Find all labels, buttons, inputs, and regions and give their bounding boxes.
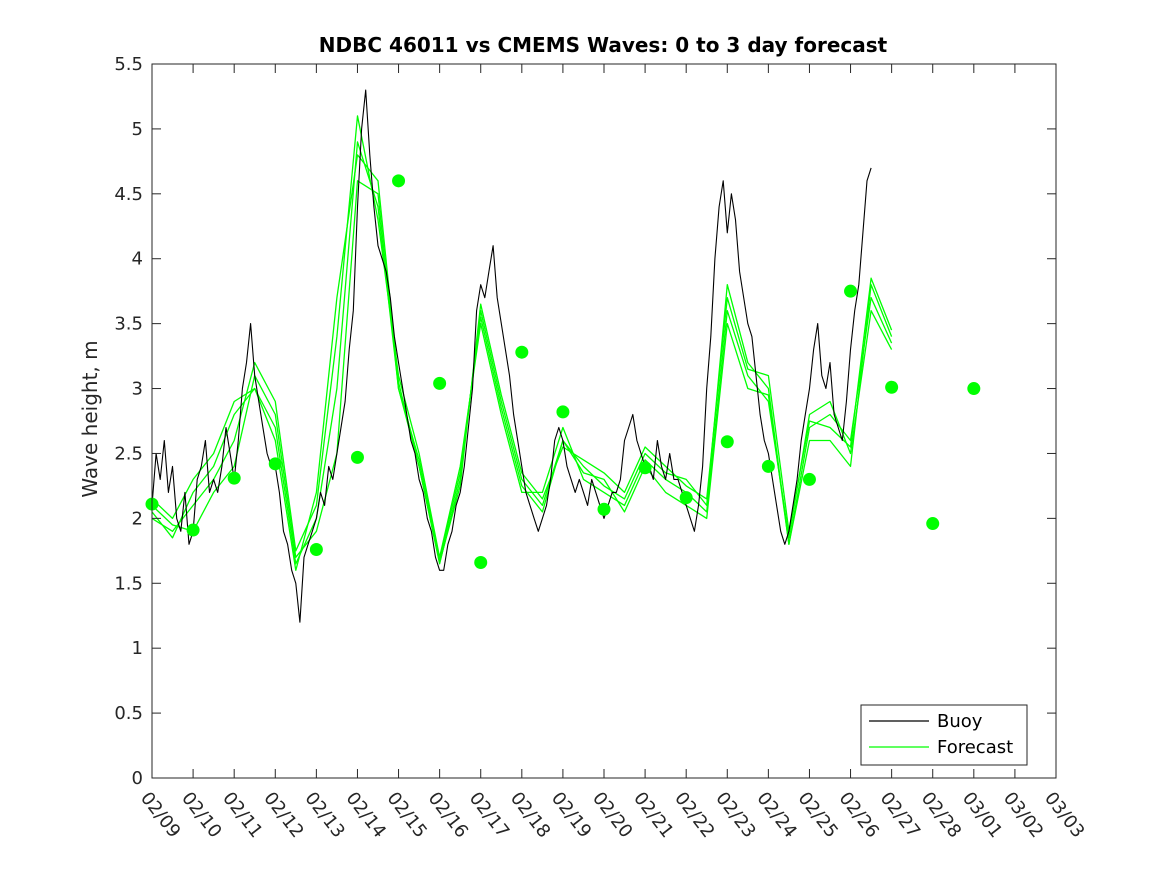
y-tick-label: 0.5: [114, 703, 143, 724]
y-tick-label: 4: [132, 249, 143, 270]
legend-forecast-label: Forecast: [937, 737, 1013, 758]
x-tick-label: 02/26: [835, 788, 883, 842]
forecast-point: [720, 435, 734, 449]
forecast-point: [433, 376, 447, 390]
forecast-run-line-1: [151, 180, 893, 565]
x-tick-label: 02/24: [752, 788, 800, 842]
y-tick-label: 5.5: [114, 54, 143, 75]
x-tick-label: 02/10: [177, 788, 225, 842]
y-tick-label: 4.5: [114, 184, 143, 205]
y-axis: 0 0.5 1 1.5 2 2.5 3 3.5 4 4.5 5 5.5: [114, 54, 1056, 789]
y-tick-label: 1.5: [114, 573, 143, 594]
x-tick-label: 02/25: [794, 788, 842, 842]
forecast-point: [597, 502, 611, 516]
x-tick-label: 02/11: [218, 788, 266, 842]
y-tick-label: 3.5: [114, 314, 143, 335]
forecast-point: [186, 523, 200, 537]
x-tick-label: 02/19: [547, 788, 595, 842]
y-tick-label: 5: [132, 119, 143, 140]
forecast-point: [268, 457, 282, 471]
forecast-run-line-2: [151, 115, 893, 558]
legend-box: [860, 704, 1028, 766]
forecast-point: [638, 461, 652, 475]
forecast-point: [515, 345, 529, 359]
x-tick-label: 03/01: [958, 788, 1006, 842]
x-tick-label: 02/16: [424, 788, 472, 842]
x-tick-label: 02/27: [876, 788, 924, 842]
forecast-point: [392, 174, 406, 188]
x-tick-label: 02/13: [300, 788, 348, 842]
forecast-point: [926, 517, 940, 531]
forecast-point: [309, 543, 323, 557]
legend-buoy-label: Buoy: [937, 711, 983, 732]
x-tick-label: 03/03: [1040, 788, 1088, 842]
chart-title: NDBC 46011 vs CMEMS Waves: 0 to 3 day fo…: [319, 33, 888, 57]
forecast-point: [679, 491, 693, 505]
x-tick-label: 02/09: [136, 788, 184, 842]
forecast-point: [844, 284, 858, 298]
y-tick-label: 3: [132, 379, 143, 400]
x-tick-label: 02/20: [588, 788, 636, 842]
x-tick-label: 02/22: [670, 788, 718, 842]
x-tick-label: 02/21: [629, 788, 677, 842]
forecast-run-line-4: [151, 154, 893, 571]
x-tick-label: 02/23: [711, 788, 759, 842]
y-tick-label: 2: [132, 508, 143, 529]
y-tick-label: 0: [132, 768, 143, 789]
plot-area: [152, 64, 1056, 778]
forecast-point: [227, 471, 241, 485]
forecast-point: [761, 459, 775, 473]
x-tick-label: 02/15: [383, 788, 431, 842]
y-tick-label: 1: [132, 638, 143, 659]
forecast-point: [885, 380, 899, 394]
forecast-point: [556, 405, 570, 419]
forecast-point: [350, 450, 364, 464]
forecast-point: [474, 556, 488, 570]
forecast-point: [802, 472, 816, 486]
x-tick-label: 03/02: [999, 788, 1047, 842]
forecast-run-line-3: [151, 141, 893, 565]
legend: Buoy Forecast: [860, 704, 1028, 766]
forecast-point: [967, 382, 981, 396]
x-tick-label: 02/17: [465, 788, 513, 842]
x-tick-label: 02/18: [506, 788, 554, 842]
x-tick-label: 02/12: [259, 788, 307, 842]
y-axis-label: Wave height, m: [78, 340, 102, 497]
y-tick-label: 2.5: [114, 443, 143, 464]
x-tick-label: 02/14: [342, 788, 390, 842]
x-tick-label: 02/28: [917, 788, 965, 842]
